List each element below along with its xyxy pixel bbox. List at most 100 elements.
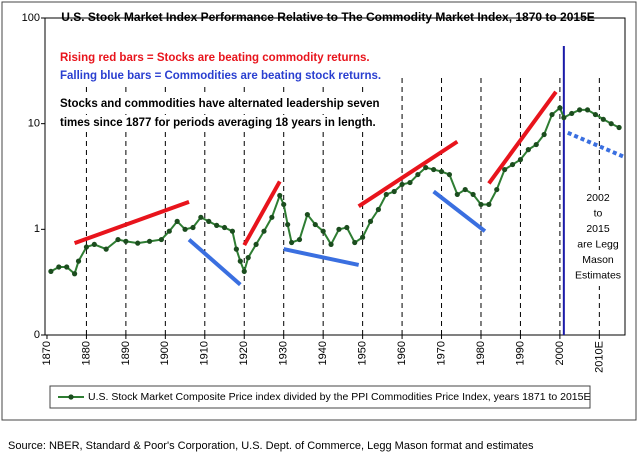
trend-line [73, 199, 190, 246]
note-line: are Legg [577, 238, 619, 250]
series-marker [375, 206, 382, 213]
annotation-bg [58, 68, 384, 84]
x-tick-label: 1970 [435, 341, 447, 365]
series-marker [569, 110, 575, 117]
series-marker [391, 188, 397, 195]
trend-line [567, 130, 624, 159]
note-line: Estimates [575, 269, 621, 281]
series-marker [616, 124, 622, 131]
series-marker [198, 214, 204, 220]
series-marker [561, 115, 567, 121]
legend-box [49, 385, 591, 409]
series-marker [190, 224, 196, 231]
series-marker [91, 241, 97, 248]
annotation: Falling blue bars = Commodities are beat… [60, 70, 381, 82]
series-marker [320, 228, 326, 234]
series-marker [312, 221, 318, 228]
series-marker [486, 201, 492, 208]
series-marker [541, 131, 547, 138]
series-marker [557, 105, 563, 111]
series-marker [237, 258, 243, 264]
chart-title: U.S. Stock Market Index Performance Rela… [61, 10, 595, 24]
series-marker [174, 218, 180, 224]
x-tick-label: 1980 [475, 341, 487, 365]
y-tick-label: 1 [34, 223, 40, 235]
series-marker [103, 246, 109, 252]
plot-area [44, 17, 626, 336]
series-marker [344, 224, 350, 231]
series-marker [241, 268, 247, 274]
series-marker [423, 164, 429, 171]
series-marker [509, 161, 516, 168]
x-tick-label: 1920 [238, 341, 250, 365]
trend-line [242, 180, 282, 247]
x-tick-label: 1870 [41, 341, 53, 365]
annotation-bg [58, 50, 372, 66]
y-tick-label: 100 [22, 12, 40, 24]
series-marker [166, 228, 172, 234]
x-tick-label: 2010E [593, 341, 605, 373]
x-tick-label: 1910 [199, 341, 211, 365]
series-marker [56, 264, 62, 270]
series-marker [83, 244, 90, 250]
series-marker [285, 221, 291, 228]
series-marker [454, 191, 460, 198]
annotation-bg [58, 115, 378, 131]
y-tick-label: 10 [28, 118, 40, 130]
series-marker [233, 246, 239, 252]
x-tick-label: 1900 [159, 341, 171, 365]
series-marker [415, 171, 421, 178]
series-marker [281, 201, 287, 208]
series-marker [71, 271, 78, 277]
series-marker [438, 168, 445, 175]
series-marker [399, 181, 405, 188]
series-marker [296, 236, 303, 243]
series-marker [336, 226, 342, 232]
x-tick-label: 1960 [396, 341, 408, 365]
x-tick-label: 1930 [278, 341, 290, 365]
series-marker [182, 226, 188, 232]
series-marker [261, 228, 267, 234]
annotation: Rising red bars = Stocks are beating com… [60, 52, 370, 64]
series-marker [517, 157, 524, 163]
series-marker [277, 192, 283, 199]
x-tick-label: 1940 [317, 341, 329, 365]
series-marker [245, 255, 251, 261]
series-marker [115, 236, 121, 243]
series-marker [584, 107, 591, 113]
series-marker [304, 211, 310, 218]
trend-line [187, 238, 242, 287]
note-line: to [594, 207, 603, 219]
series-marker [600, 116, 606, 122]
series-marker [431, 166, 437, 173]
series-marker [533, 141, 539, 148]
series-marker [470, 191, 476, 198]
series-marker [229, 228, 236, 234]
series-marker [146, 238, 153, 244]
series-marker [446, 171, 453, 178]
x-tick-label: 2000 [554, 341, 566, 365]
series-marker [269, 214, 275, 220]
trend-line [432, 189, 487, 233]
x-tick-label: 1990 [514, 341, 526, 365]
series-marker [494, 186, 500, 193]
series-marker [64, 264, 70, 270]
trend-line [283, 247, 360, 267]
series-marker [253, 241, 259, 248]
series-marker [75, 258, 82, 264]
source: Source: NBER, Standard & Poor's Corporat… [8, 440, 534, 452]
x-tick-label: 1880 [80, 341, 92, 365]
series-marker [407, 179, 413, 186]
x-tick-label: 1890 [120, 341, 132, 365]
y-tick-label: 0 [34, 329, 40, 341]
series-marker [206, 218, 212, 224]
annotation-bg [58, 96, 382, 112]
series-marker [549, 111, 555, 118]
trend-line [357, 139, 459, 209]
series-marker [462, 186, 468, 193]
series-marker [214, 222, 220, 228]
series-marker [352, 239, 358, 246]
series-marker [383, 191, 389, 198]
trend-line [487, 90, 558, 185]
series-marker [328, 241, 334, 248]
